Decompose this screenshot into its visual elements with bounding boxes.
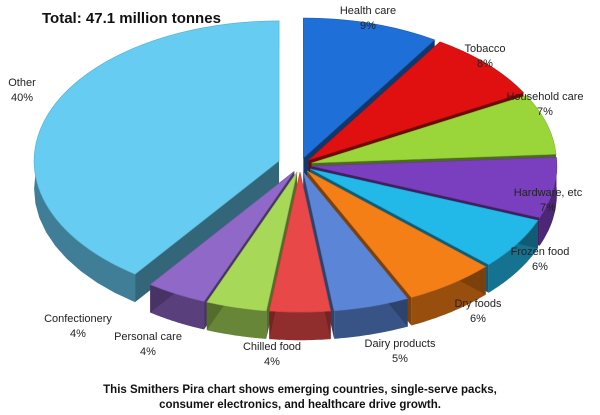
slice-label-dry-foods: Dry foods [454, 298, 502, 310]
slice-top-face [33, 20, 280, 275]
slice-label-other: Other [8, 77, 36, 89]
slice-top-face [306, 170, 487, 298]
slice-side-wall [269, 311, 331, 341]
slice-top-face [311, 157, 558, 219]
slice-value-health-care: 9% [360, 20, 376, 32]
slice-side-wall [539, 157, 557, 246]
slice-side-wall [206, 302, 267, 339]
slice-label-household-care: Household care [506, 91, 583, 103]
slice-value-dry-foods: 6% [470, 313, 486, 325]
slice-top-face [303, 17, 436, 159]
slice-value-hardware-etc: 7% [540, 202, 556, 214]
slice-top-face [268, 172, 332, 313]
pie-slice-chilled-food [268, 172, 332, 341]
slice-top-face [308, 41, 524, 161]
pie-chart: Health care 9% Tobacco 8% Household care 7% Ha… [8, 5, 583, 368]
slice-label-dairy-products: Dairy products [365, 338, 436, 350]
slice-top-face [206, 171, 298, 312]
slice-value-frozen-food: 6% [532, 261, 548, 273]
slice-top-face [311, 95, 557, 164]
chart-title: Total: 47.1 million tonnes [42, 10, 221, 27]
caption-line-2: consumer electronics, and healthcare dri… [159, 399, 441, 411]
slice-value-other: 40% [11, 92, 33, 104]
slice-label-tobacco: Tobacco [465, 43, 506, 55]
slice-value-chilled-food: 4% [264, 356, 280, 368]
pie-slice-other [33, 20, 280, 303]
slice-label-confectionery: Confectionery [44, 313, 112, 325]
slice-value-personal-care: 4% [140, 346, 156, 358]
slice-label-hardware-etc: Hardware, etc [514, 187, 583, 199]
slice-side-wall [334, 298, 408, 339]
caption-line-1: This Smithers Pira chart shows emerging … [103, 384, 497, 396]
slice-value-confectionery: 4% [70, 328, 86, 340]
slice-value-tobacco: 8% [477, 58, 493, 70]
slice-cut-wall [135, 160, 280, 303]
slice-label-health-care: Health care [340, 5, 396, 17]
slice-top-face [303, 171, 409, 312]
slice-label-frozen-food: Frozen food [511, 246, 570, 258]
slice-label-personal-care: Personal care [114, 331, 182, 343]
slice-top-face [149, 171, 295, 302]
slice-label-chilled-food: Chilled food [243, 341, 301, 353]
slice-value-dairy-products: 5% [392, 353, 408, 365]
pie-slice-dairy-products [303, 171, 409, 339]
slice-value-household-care: 7% [537, 106, 553, 118]
slice-top-face [309, 168, 539, 266]
